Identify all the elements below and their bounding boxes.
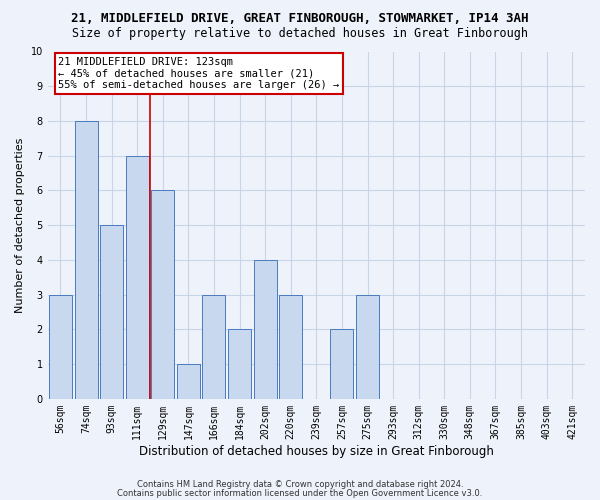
Bar <box>74 121 98 399</box>
Bar <box>356 294 379 399</box>
X-axis label: Distribution of detached houses by size in Great Finborough: Distribution of detached houses by size … <box>139 444 494 458</box>
Bar <box>254 260 277 399</box>
Y-axis label: Number of detached properties: Number of detached properties <box>15 138 25 313</box>
Text: Size of property relative to detached houses in Great Finborough: Size of property relative to detached ho… <box>72 28 528 40</box>
Bar <box>126 156 149 399</box>
Bar <box>177 364 200 399</box>
Bar <box>279 294 302 399</box>
Text: 21, MIDDLEFIELD DRIVE, GREAT FINBOROUGH, STOWMARKET, IP14 3AH: 21, MIDDLEFIELD DRIVE, GREAT FINBOROUGH,… <box>71 12 529 26</box>
Bar <box>49 294 72 399</box>
Bar <box>202 294 226 399</box>
Text: Contains public sector information licensed under the Open Government Licence v3: Contains public sector information licen… <box>118 489 482 498</box>
Bar <box>331 330 353 399</box>
Bar <box>100 225 123 399</box>
Bar <box>151 190 175 399</box>
Text: Contains HM Land Registry data © Crown copyright and database right 2024.: Contains HM Land Registry data © Crown c… <box>137 480 463 489</box>
Bar <box>228 330 251 399</box>
Text: 21 MIDDLEFIELD DRIVE: 123sqm
← 45% of detached houses are smaller (21)
55% of se: 21 MIDDLEFIELD DRIVE: 123sqm ← 45% of de… <box>58 56 340 90</box>
